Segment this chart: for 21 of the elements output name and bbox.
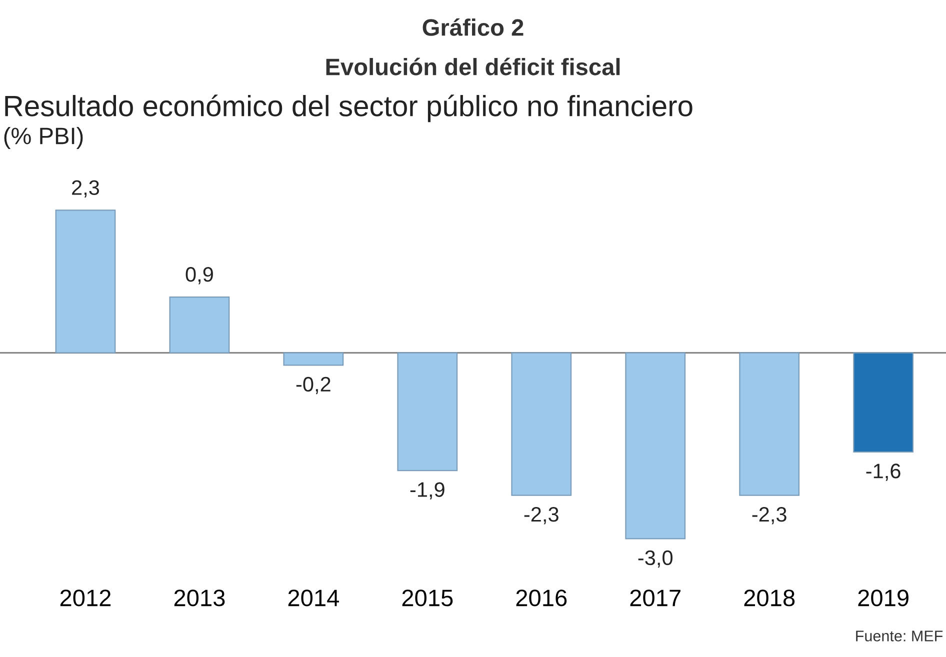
x-tick-label: 2015	[402, 590, 453, 606]
data-label: -2,3	[524, 507, 558, 524]
data-label: -3,0	[638, 550, 672, 568]
chart-subtitle: Evolución del déficit fiscal	[326, 58, 620, 76]
x-tick-label: 2013	[174, 590, 225, 606]
x-tick-label: 2018	[744, 590, 795, 606]
data-label: -1,9	[410, 482, 444, 500]
x-tick-label: 2012	[60, 590, 111, 606]
data-label: -2,3	[752, 507, 786, 524]
data-label: 2,3	[72, 180, 100, 198]
data-label: -0,2	[296, 376, 330, 394]
x-tick-label: 2019	[858, 590, 908, 606]
source-note: Fuente: MEF	[856, 630, 943, 642]
x-tick-label: 2016	[516, 590, 567, 606]
data-label: 0,9	[186, 267, 213, 284]
x-tick-label: 2017	[630, 590, 680, 606]
chart-title: Gráfico 2	[422, 18, 524, 36]
x-tick-label: 2014	[288, 590, 340, 606]
text: Resultado económico del sector público no financiero	[5, 94, 692, 122]
data-label: -1,6	[866, 464, 900, 481]
y-axis-title: (% PBI)	[4, 126, 83, 149]
